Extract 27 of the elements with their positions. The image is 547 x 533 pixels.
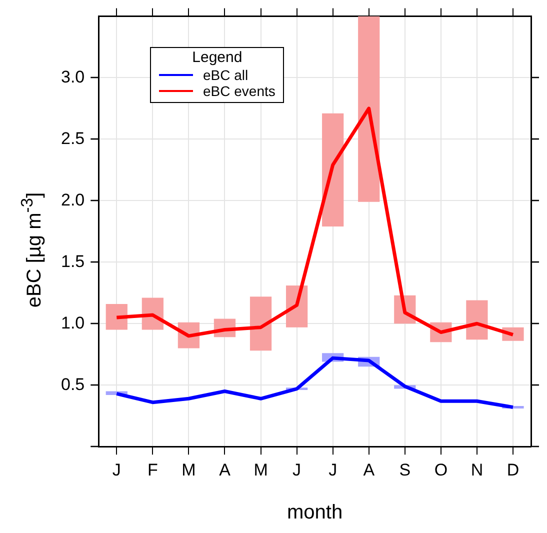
x-tick-label: O <box>434 460 448 480</box>
y-tick-label: 1.5 <box>60 252 85 271</box>
bar <box>322 113 344 226</box>
bar <box>358 16 380 202</box>
y-tick-label: 3.0 <box>60 67 85 86</box>
x-tick-label: F <box>147 460 158 480</box>
x-tick-label: J <box>112 460 121 480</box>
x-tick-label: J <box>292 460 302 480</box>
x-tick-label: A <box>363 460 376 480</box>
x-tick-label: M <box>254 460 268 480</box>
bar <box>250 296 272 351</box>
x-tick-label: N <box>470 460 484 480</box>
y-tick-label: 2.0 <box>60 190 85 210</box>
x-tick-label: M <box>182 460 196 480</box>
x-tick-label: A <box>219 460 232 480</box>
x-axis-title: month <box>287 502 343 524</box>
bar <box>106 304 128 330</box>
legend-label: eBC all <box>203 67 248 83</box>
legend-title: Legend <box>191 49 244 66</box>
x-tick-label: J <box>328 460 338 480</box>
y-tick-label: 0.5 <box>60 374 85 394</box>
y-tick-label: 1.0 <box>60 313 85 332</box>
legend-label: eBC events <box>203 83 276 99</box>
x-tick-label: D <box>506 460 520 480</box>
x-tick-label: S <box>399 460 411 480</box>
bar <box>466 300 488 340</box>
y-tick-label: 2.5 <box>60 128 85 148</box>
